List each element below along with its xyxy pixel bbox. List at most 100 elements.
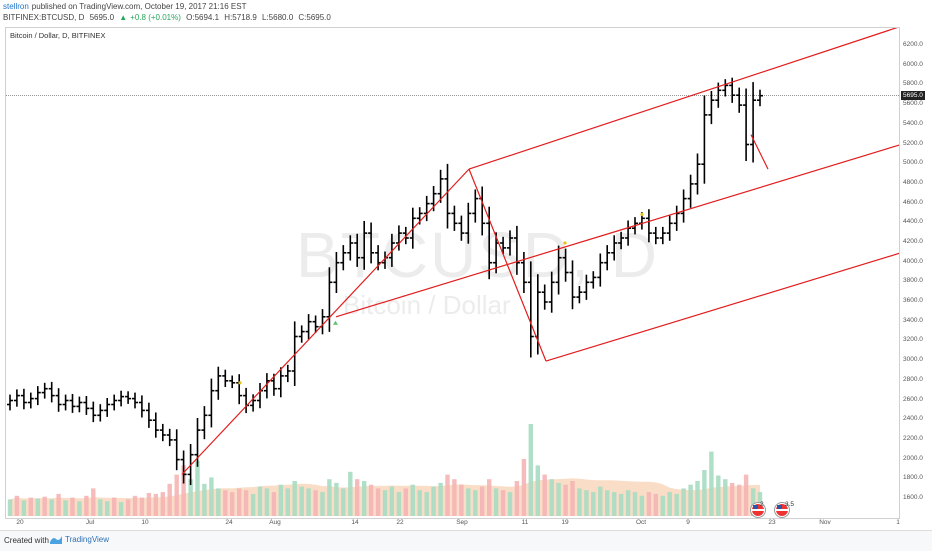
marker-dot <box>640 212 644 216</box>
marker-dot <box>563 241 567 245</box>
volume-bar <box>98 499 103 516</box>
channel-middle-line <box>335 144 899 318</box>
volume-bar <box>466 488 471 516</box>
marker-dot <box>238 381 242 385</box>
volume-bar <box>424 492 429 516</box>
volume-bar <box>146 493 152 516</box>
time-tick-label: 9 <box>686 519 690 526</box>
volume-bar <box>257 486 263 516</box>
chart-pane[interactable]: BTCUSD, D Bitcoin / Dollar Bitcoin / Dol… <box>5 27 900 519</box>
volume-bar <box>320 492 325 516</box>
volume-bar <box>542 474 547 516</box>
earnings-flag-icon[interactable] <box>751 503 765 517</box>
volume-bar <box>507 492 513 516</box>
trendline-zigzag-1 <box>181 168 470 475</box>
volume-bar <box>431 486 436 516</box>
time-tick-label: 14 <box>351 519 359 526</box>
open-value: O:5694.1 <box>186 13 220 22</box>
volume-bar <box>21 500 27 516</box>
volume-bar <box>403 488 408 516</box>
volume-bar <box>438 482 443 516</box>
volume-bar <box>577 488 582 516</box>
volume-bar <box>264 488 270 516</box>
volume-bar <box>681 488 686 516</box>
time-tick-label: 19 <box>561 519 569 526</box>
symbol-quote-line: BITFINEX:BTCUSD, D 5695.0 ▲ +0.8 (+0.01%)… <box>3 13 334 22</box>
volume-bar <box>125 499 131 516</box>
price-plot[interactable] <box>6 28 900 519</box>
volume-bar <box>278 484 283 516</box>
volume-bar <box>563 484 568 516</box>
price-tick-label: 2200.0 <box>903 434 923 442</box>
volume-bar <box>750 488 756 516</box>
volume-bar <box>285 488 290 516</box>
volume-bar <box>487 479 492 516</box>
volume-bar <box>417 490 422 516</box>
volume-bar <box>188 479 193 516</box>
volume-bar <box>237 488 242 516</box>
dividends-count: 3.5 <box>785 501 795 508</box>
volume-bar <box>535 465 540 516</box>
volume-bar <box>709 451 714 516</box>
volume-bar <box>299 486 304 516</box>
price-tick-label: 5600.0 <box>903 100 923 108</box>
volume-bar <box>42 496 47 516</box>
close-value: C:5695.0 <box>298 13 331 22</box>
volume-bar <box>688 484 693 516</box>
price-tick-label: 3800.0 <box>903 277 923 285</box>
volume-bar <box>695 481 700 516</box>
volume-bar <box>35 498 40 516</box>
volume-bar <box>646 492 652 516</box>
low-value: L:5680.0 <box>262 13 294 22</box>
price-tick-label: 4800.0 <box>903 178 923 186</box>
volume-bar <box>327 479 332 516</box>
tradingview-link[interactable]: TradingView <box>50 535 109 544</box>
volume-bar <box>570 481 575 516</box>
volume-bar <box>132 495 138 516</box>
volume-bar <box>660 495 665 516</box>
time-tick-label: 1 <box>896 519 900 526</box>
time-axis[interactable]: 20 Jul 10 24 Aug 14 22 Sep 11 19 Oct 9 23 Nov 1 <box>5 519 900 529</box>
volume-bar <box>396 492 402 516</box>
price-tick-label: 5800.0 <box>903 80 923 88</box>
volume-bar <box>389 486 395 516</box>
time-tick-label: 23 <box>768 519 776 526</box>
footer: Created with TradingView <box>0 530 932 551</box>
price-tick-label: 4200.0 <box>903 238 923 245</box>
volume-bar <box>730 482 735 516</box>
volume-bar <box>598 486 603 516</box>
price-tick-label: 4400.0 <box>903 218 923 226</box>
price-tick-label: 6200.0 <box>903 41 923 48</box>
price-axis[interactable]: 6200.0 6000.0 5800.0 5600.0 5400.0 5200.0 5000… <box>900 27 932 519</box>
current-price-label: 5695.0 <box>901 91 925 100</box>
time-tick-label: Nov <box>819 519 831 526</box>
volume-bar <box>14 495 20 516</box>
time-tick-label: 24 <box>225 519 233 526</box>
volume-bar <box>605 490 610 516</box>
volume-bar <box>181 465 186 516</box>
change-value: +0.8 (+0.01%) <box>130 13 181 22</box>
price-tick-label: 3200.0 <box>903 336 923 344</box>
volume-bar <box>737 484 742 516</box>
volume-bar <box>348 471 353 516</box>
author-link[interactable]: stellron <box>3 2 29 11</box>
volume-bar <box>105 501 110 516</box>
time-tick-label: 22 <box>396 519 404 526</box>
tradingview-logo-icon <box>50 535 62 544</box>
channel-upper-line <box>468 28 898 170</box>
volume-bar <box>202 483 207 516</box>
volume-bar <box>292 481 297 516</box>
volume-bar <box>63 500 68 516</box>
price-tick-label: 4000.0 <box>903 257 923 265</box>
volume-bar <box>618 493 624 516</box>
time-tick-label: Sep <box>456 519 468 526</box>
price-tick-label: 4600.0 <box>903 198 923 206</box>
volume-bar <box>341 488 346 516</box>
volume-bar <box>153 493 158 516</box>
price-tick-label: 5200.0 <box>903 139 923 147</box>
watermark-symbol: BTCUSD, D <box>296 219 659 291</box>
volume-bar <box>639 495 645 516</box>
dividends-flag-icon[interactable] <box>775 503 789 517</box>
volume-bar <box>591 492 596 516</box>
time-tick-label: 11 <box>521 519 529 526</box>
